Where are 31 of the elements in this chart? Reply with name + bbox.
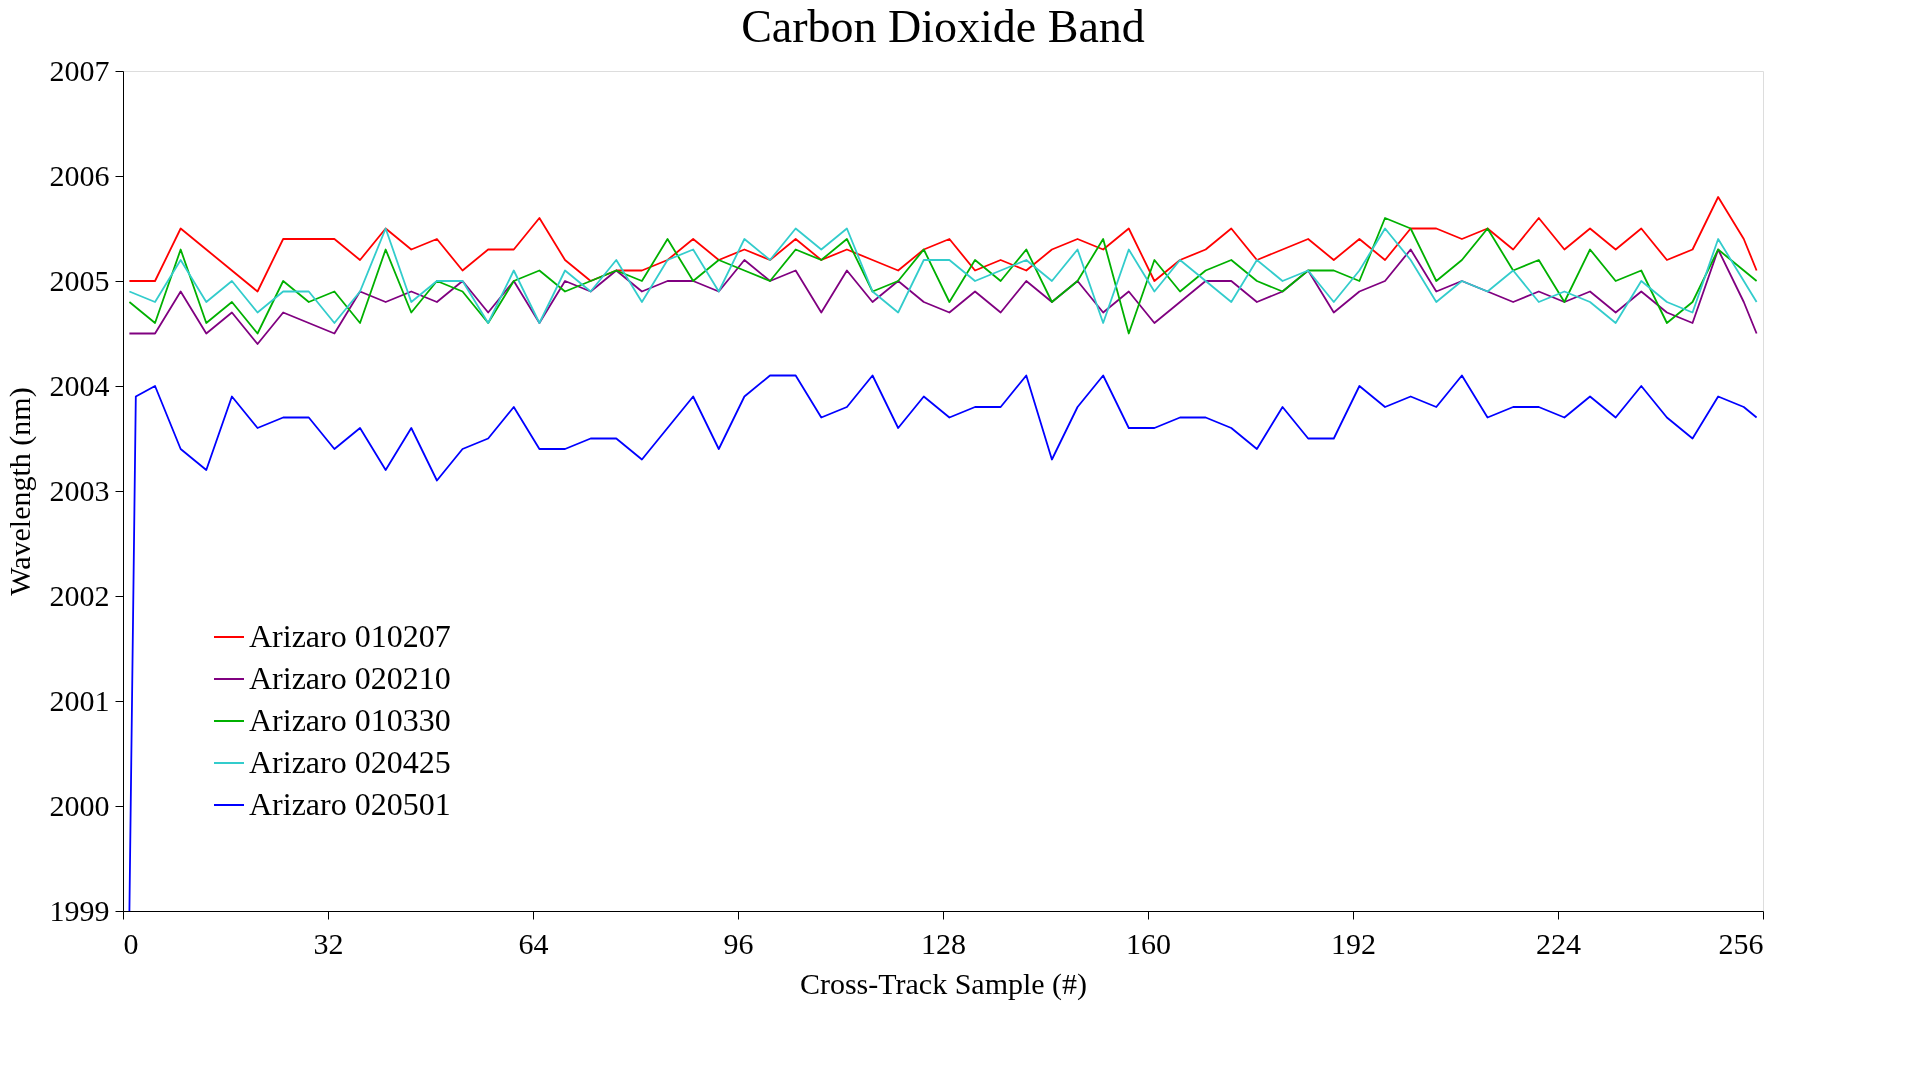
x-tick-label: 128 (921, 926, 966, 960)
y-tick-label: 2004 (49, 368, 110, 402)
y-tick-label: 2000 (49, 788, 110, 822)
y-axis-title: Wavelength (nm) (2, 387, 37, 596)
x-tick-label: 160 (1126, 926, 1171, 960)
y-tick-label: 2007 (49, 53, 110, 87)
x-tick-label: 256 (1718, 926, 1764, 960)
line-series (128, 248, 1758, 345)
legend-label: Arizaro 020501 (249, 786, 451, 822)
x-tick-label: 192 (1331, 926, 1376, 960)
legend-label: Arizaro 020425 (249, 744, 451, 780)
y-tick-label: 2003 (49, 473, 110, 507)
legend-label: Arizaro 010207 (249, 618, 451, 654)
line-series (128, 196, 1758, 293)
line-series (128, 217, 1758, 335)
x-tick-label: 0 (123, 926, 139, 960)
chart-title: Carbon Dioxide Band (741, 1, 1145, 52)
y-tick-label: 1999 (49, 893, 110, 927)
legend-label: Arizaro 020210 (249, 660, 451, 696)
x-tick-label: 64 (518, 926, 549, 960)
x-tick-label: 96 (723, 926, 754, 960)
line-series (128, 374, 1758, 911)
x-tick-label: 224 (1536, 926, 1581, 960)
line-series (128, 227, 1758, 324)
x-tick-label: 32 (313, 926, 344, 960)
legend-label: Arizaro 010330 (249, 702, 451, 738)
y-tick-label: 2002 (49, 578, 110, 612)
x-axis-title: Cross-Track Sample (#) (799, 966, 1088, 1001)
y-tick-label: 2001 (49, 683, 110, 717)
y-tick-label: 2005 (49, 263, 110, 297)
y-tick-label: 2006 (49, 158, 110, 192)
